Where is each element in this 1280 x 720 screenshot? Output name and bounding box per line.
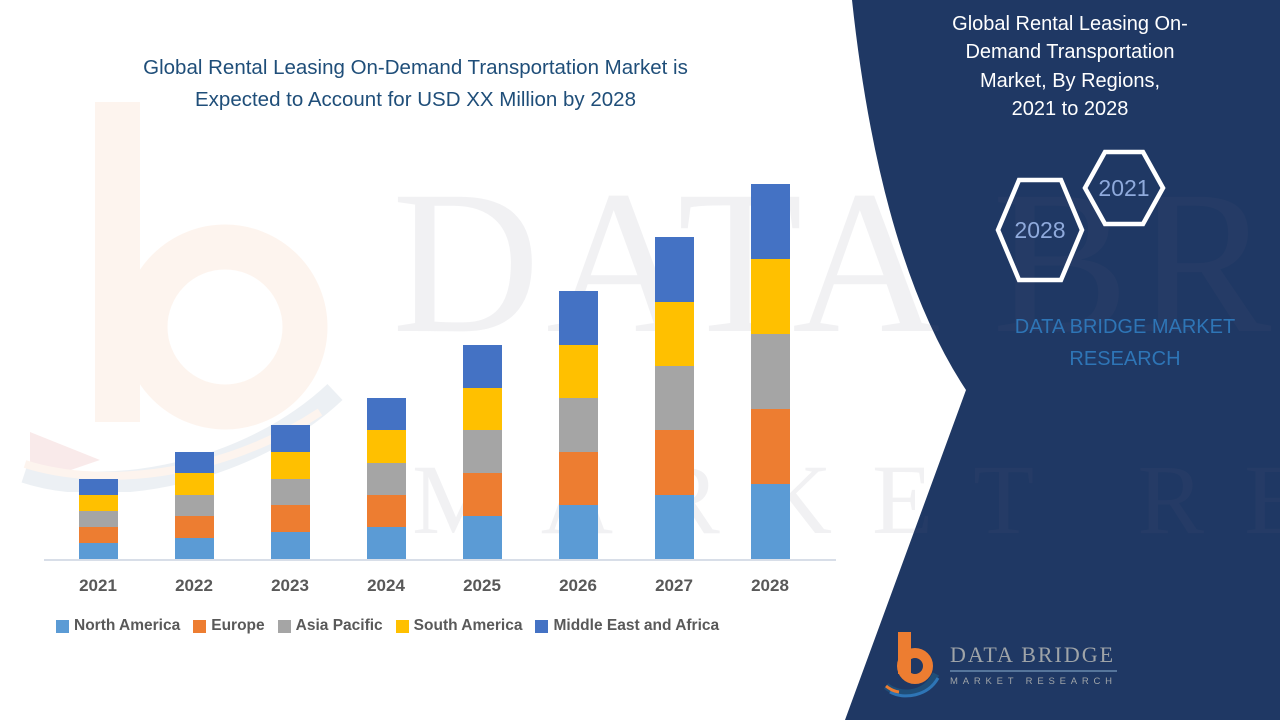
bar-2026-segment-north-america [558, 505, 598, 559]
x-axis-label-2022: 2022 [175, 576, 213, 595]
logo-divider-line [950, 669, 1117, 672]
bar-2022-segment-north-america [174, 537, 214, 559]
brand-name-text: DATA BRIDGE MARKET RESEARCH [1014, 316, 1236, 370]
legend-swatch-middle-east-and-africa [535, 619, 549, 633]
legend-label-middle-east-and-africa: Middle East and Africa [553, 617, 720, 634]
bar-2024-segment-north-america [366, 526, 406, 559]
legend-swatch-asia-pacific [277, 619, 291, 633]
page-title: Global Rental Leasing On-Demand Transpor… [143, 56, 688, 111]
bar-2022-segment-south-america [174, 473, 214, 495]
bar-2028-segment-europe [750, 408, 790, 484]
logo-text-block: DATA BRIDGE MARKET RESEARCH [950, 642, 1117, 687]
legend-label-asia-pacific: Asia Pacific [295, 617, 383, 634]
company-logo: DATA BRIDGE MARKET RESEARCH [884, 630, 1117, 698]
bar-2024-segment-south-america [366, 430, 406, 463]
bar-2027-segment-south-america [654, 301, 694, 367]
bar-2028-segment-asia-pacific [750, 333, 790, 409]
legend-swatch-north-america [56, 619, 69, 633]
bar-2028-segment-middle-east-and-africa [750, 183, 790, 259]
bar-2022-segment-asia-pacific [174, 494, 214, 517]
bar-2028-segment-south-america [750, 258, 790, 334]
bar-2024-segment-asia-pacific [366, 462, 406, 495]
bar-2026-segment-middle-east-and-africa [558, 291, 598, 345]
bar-2023-segment-south-america [270, 451, 310, 479]
bar-2028-segment-north-america [750, 483, 790, 559]
bar-2022-segment-europe [174, 516, 214, 538]
x-axis-label-2025: 2025 [463, 576, 501, 595]
x-axis-label-2024: 2024 [367, 576, 405, 595]
legend-label-north-america: North America [74, 617, 181, 634]
hexagon-badges: 2028 2021 [995, 149, 1166, 283]
bar-2027-segment-middle-east-and-africa [654, 237, 694, 302]
logo-wordmark: DATA BRIDGE [950, 641, 1116, 667]
bar-2027-segment-europe [654, 430, 694, 495]
bar-2022-segment-middle-east-and-africa [174, 451, 214, 474]
legend-swatch-europe [193, 619, 207, 633]
hexagon-2021-label: 2021 [1098, 175, 1149, 201]
bar-2023-segment-europe [270, 505, 310, 533]
bar-2021-segment-middle-east-and-africa [78, 478, 118, 495]
bar-2023 [270, 425, 310, 559]
bar-2028 [750, 183, 790, 559]
x-axis-label-2027: 2027 [655, 576, 693, 595]
watermark-text-line2: MARKET RESEARCH [412, 444, 1280, 555]
bar-2026 [558, 291, 598, 559]
legend-item-middle-east-and-africa: Middle East and Africa [535, 617, 719, 635]
x-axis-line [44, 559, 836, 561]
bar-2025-segment-asia-pacific [462, 430, 502, 474]
bar-2026-segment-asia-pacific [558, 398, 598, 452]
legend-swatch-south-america [395, 619, 409, 633]
bar-2027-segment-north-america [654, 494, 694, 559]
bar-2023-segment-north-america [270, 532, 310, 559]
bar-2027 [654, 237, 694, 559]
bar-2025-segment-middle-east-and-africa [462, 344, 502, 388]
bar-2027-segment-asia-pacific [654, 366, 694, 431]
bar-2024-segment-europe [366, 494, 406, 527]
bar-2025-segment-north-america [462, 516, 502, 559]
legend-item-asia-pacific: Asia Pacific [277, 617, 383, 635]
legend-label-south-america: South America [413, 617, 523, 634]
bar-2026-segment-europe [558, 451, 598, 506]
chart-legend: North America Europe Asia Pacific South Ame… [56, 617, 719, 635]
x-axis-label-2026: 2026 [559, 576, 597, 595]
bar-2021 [78, 478, 118, 559]
bar-2026-segment-south-america [558, 344, 598, 399]
bar-2023-segment-middle-east-and-africa [270, 425, 310, 452]
logo-subtitle: MARKET RESEARCH [950, 675, 1117, 687]
hexagon-2021: 2021 [1082, 149, 1166, 227]
bar-2021-segment-south-america [78, 494, 118, 511]
legend-item-europe: Europe [193, 617, 265, 635]
bar-2025 [462, 344, 502, 559]
legend-label-europe: Europe [211, 617, 265, 634]
x-axis-label-2023: 2023 [271, 576, 309, 595]
bar-2023-segment-asia-pacific [270, 478, 310, 506]
bar-2021-segment-europe [78, 526, 118, 543]
hexagon-2028-label: 2028 [1014, 217, 1065, 243]
x-axis-label-2021: 2021 [79, 576, 117, 595]
bar-2021-segment-north-america [78, 542, 118, 559]
legend-item-south-america: South America [395, 617, 523, 635]
data-bridge-b-icon [884, 632, 940, 698]
bar-2025-segment-europe [462, 473, 502, 517]
bar-2025-segment-south-america [462, 387, 502, 431]
hexagon-2028: 2028 [995, 177, 1085, 283]
x-axis-label-2028: 2028 [751, 576, 789, 595]
legend-item-north-america: North America [56, 617, 180, 635]
bar-2024-segment-middle-east-and-africa [366, 398, 406, 431]
side-panel-title: Global Rental Leasing On- Demand Transpo… [952, 13, 1188, 121]
bar-2024 [366, 398, 406, 559]
bar-2021-segment-asia-pacific [78, 510, 118, 527]
bar-2022 [174, 451, 214, 559]
